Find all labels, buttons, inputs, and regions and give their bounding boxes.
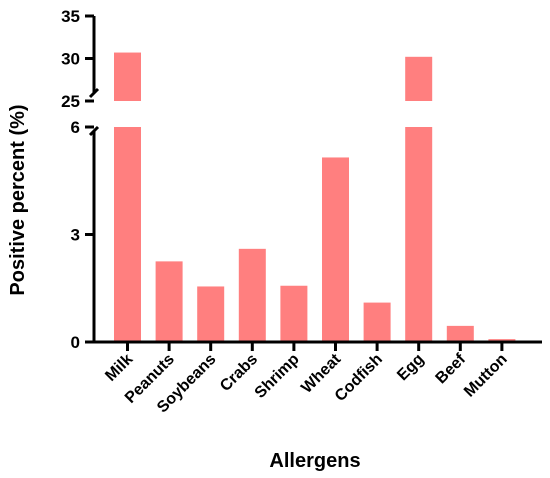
x-axis-title: Allergens xyxy=(269,450,360,472)
bar-egg-upper xyxy=(405,56,433,101)
bar-shrimp xyxy=(280,285,308,342)
bars-group xyxy=(114,52,516,342)
bar-beef xyxy=(446,325,474,342)
x-tick-label-milk: Milk xyxy=(102,351,136,385)
bar-egg-lower xyxy=(405,127,433,342)
tick-labels-group: 0 3 6 25 30 35 xyxy=(61,7,80,352)
x-tick-label-beef: Beef xyxy=(433,350,470,387)
x-tick-label-shrimp: Shrimp xyxy=(252,351,303,402)
bar-codfish xyxy=(363,302,391,342)
y-tick-label: 35 xyxy=(61,7,80,26)
bar-soybeans xyxy=(197,286,225,342)
axis-break-mark-upper xyxy=(88,87,100,99)
y-tick-label: 0 xyxy=(71,333,80,352)
category-labels-group: MilkPeanutsSoybeansCrabsShrimpWheatCodfi… xyxy=(102,350,510,416)
bar-peanuts xyxy=(155,261,183,342)
y-tick-label: 6 xyxy=(71,118,80,137)
axis-break-mark-lower xyxy=(88,125,100,137)
x-tick-label-egg: Egg xyxy=(394,351,427,384)
bar-wheat xyxy=(322,157,349,342)
bar-crabs xyxy=(238,248,266,342)
y-tick-label: 3 xyxy=(71,226,80,245)
axes-group xyxy=(85,14,542,351)
y-tick-label: 30 xyxy=(61,50,80,69)
x-tick-label-mutton: Mutton xyxy=(461,351,511,401)
y-tick-label: 25 xyxy=(61,92,80,111)
bar-milk-lower xyxy=(114,127,141,342)
bar-milk-upper xyxy=(114,52,141,101)
y-axis-title: Positive percent (%) xyxy=(7,104,29,295)
